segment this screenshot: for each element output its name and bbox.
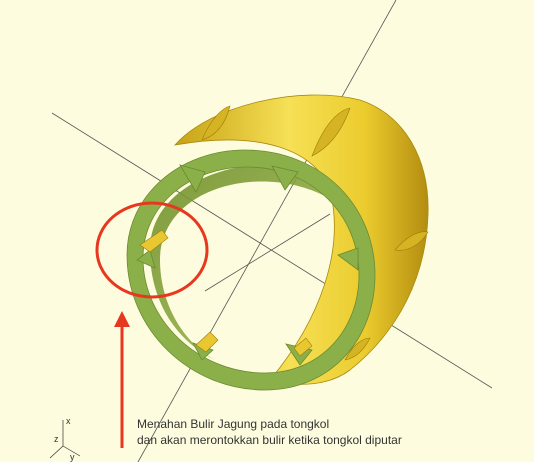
highlight-arrow (114, 311, 130, 448)
annotation-line-2: dan akan merontokkan bulir ketika tongko… (137, 433, 402, 447)
axis-x-label: x (66, 416, 71, 426)
axes-gizmo (49, 420, 81, 459)
grain-catchers (139, 229, 313, 357)
axis-y-label: y (70, 452, 75, 462)
highlight-circle (95, 201, 209, 299)
annotation-line-1: Menahan Bulir Jagung pada tongkol (137, 417, 330, 431)
axis-z-label: z (54, 434, 59, 444)
scene-axes (51, 0, 493, 462)
